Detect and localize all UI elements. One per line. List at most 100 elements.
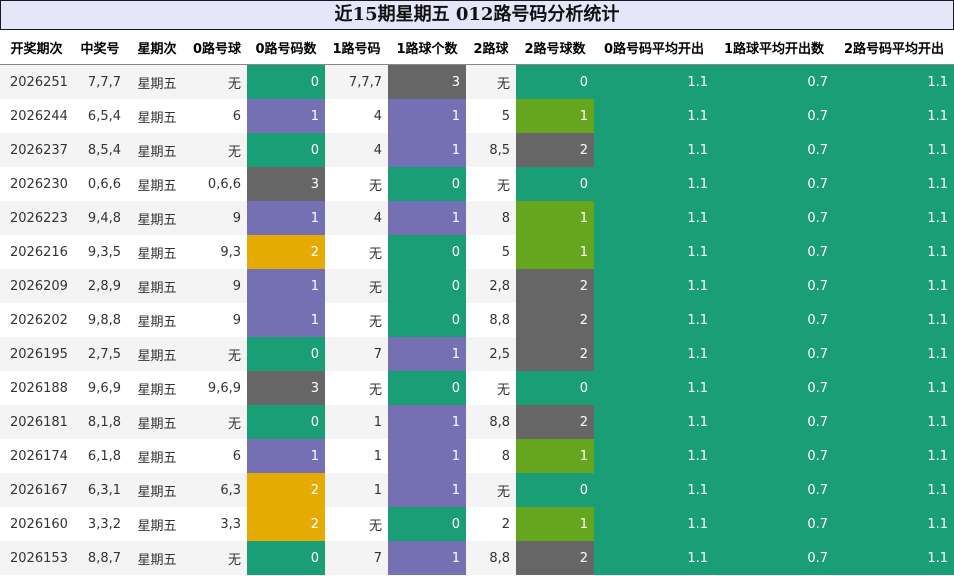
route0-count-cell: 0 [247,541,325,575]
route0-avg-cell: 1.1 [594,473,714,507]
route1-avg-cell: 0.7 [714,303,834,337]
route1-avg-cell: 0.7 [714,473,834,507]
table-row: 2026153 8,8,7 星期五无 0 7 1 8,8 2 1.1 0.7 1.1 [0,541,954,575]
weekday-cell: 星期五 [127,99,187,133]
route2-balls-cell: 8,5 [466,133,516,167]
route1-balls-cell: 无 [325,507,388,541]
route1-avg-cell: 0.7 [714,507,834,541]
col-header-winning-number: 中奖号 [73,30,127,65]
route0-balls-cell: 9 [187,303,247,337]
route2-avg-cell: 1.1 [834,405,954,439]
route1-count-cell: 0 [388,303,466,337]
route0-balls-cell: 无 [187,133,247,167]
route2-count-cell: 2 [516,133,594,167]
page-title: 近15期星期五 012路号码分析统计 [0,0,954,30]
table-body: 2026251 7,7,7 星期五无 0 7,7,7 3 无 0 1.1 0.7 1.1 202624… [0,64,954,575]
route2-balls-cell: 5 [466,235,516,269]
winning-number-cell: 3,3,2 [73,507,127,541]
winning-number-cell: 9,8,8 [73,303,127,337]
issue-cell: 2026223 [0,201,73,235]
route0-count-cell: 3 [247,167,325,201]
weekday-cell: 星期五 [127,235,187,269]
winning-number-cell: 6,1,8 [73,439,127,473]
route1-balls-cell: 4 [325,99,388,133]
route1-avg-cell: 0.7 [714,541,834,575]
route0-count-cell: 3 [247,371,325,405]
col-header-route2-avg: 2路号码平均开出 [834,30,954,65]
route2-avg-cell: 1.1 [834,337,954,371]
header-row: 开奖期次 中奖号 星期次 0路号球 0路号码数 1路号码 1路球个数 2路球 2… [0,30,954,65]
route2-count-cell: 2 [516,269,594,303]
route2-balls-cell: 8 [466,201,516,235]
winning-number-cell: 2,7,5 [73,337,127,371]
route0-avg-cell: 1.1 [594,507,714,541]
route2-balls-cell: 8 [466,439,516,473]
col-header-route1-count: 1路球个数 [388,30,466,65]
route0-balls-cell: 无 [187,405,247,439]
route1-avg-cell: 0.7 [714,371,834,405]
route1-count-cell: 0 [388,371,466,405]
route1-balls-cell: 无 [325,303,388,337]
issue-cell: 2026181 [0,405,73,439]
table-row: 2026216 9,3,5 星期五 9,3 2 无 0 5 1 1.1 0.7 1.1 [0,235,954,269]
route2-count-cell: 2 [516,303,594,337]
route0-avg-cell: 1.1 [594,371,714,405]
route1-avg-cell: 0.7 [714,405,834,439]
route1-count-cell: 1 [388,473,466,507]
route1-count-cell: 0 [388,167,466,201]
route0-balls-cell: 9 [187,269,247,303]
route2-balls-cell: 无 [466,64,516,99]
route2-avg-cell: 1.1 [834,269,954,303]
route0-avg-cell: 1.1 [594,133,714,167]
table-row: 2026174 6,1,8 星期五 6 1 1 1 8 1 1.1 0.7 1.1 [0,439,954,473]
issue-cell: 2026216 [0,235,73,269]
route2-avg-cell: 1.1 [834,201,954,235]
col-header-route0-balls: 0路号球 [187,30,247,65]
route0-avg-cell: 1.1 [594,541,714,575]
table-row: 2026223 9,4,8 星期五 9 1 4 1 8 1 1.1 0.7 1.1 [0,201,954,235]
route1-count-cell: 1 [388,405,466,439]
route2-avg-cell: 1.1 [834,371,954,405]
issue-cell: 2026251 [0,64,73,99]
route2-count-cell: 0 [516,473,594,507]
weekday-cell: 星期五 [127,167,187,201]
table-row: 2026237 8,5,4 星期五无 0 4 1 8,5 2 1.1 0.7 1.1 [0,133,954,167]
issue-cell: 2026202 [0,303,73,337]
route1-balls-cell: 4 [325,201,388,235]
table-row: 2026209 2,8,9 星期五 9 1 无 0 2,8 2 1.1 0.7 1.1 [0,269,954,303]
route1-balls-cell: 4 [325,133,388,167]
route2-avg-cell: 1.1 [834,541,954,575]
winning-number-cell: 9,6,9 [73,371,127,405]
route0-balls-cell: 无 [187,64,247,99]
col-header-route0-avg: 0路号码平均开出 [594,30,714,65]
issue-cell: 2026160 [0,507,73,541]
route1-count-cell: 1 [388,337,466,371]
route1-balls-cell: 无 [325,269,388,303]
route2-count-cell: 1 [516,235,594,269]
route0-avg-cell: 1.1 [594,201,714,235]
route1-avg-cell: 0.7 [714,201,834,235]
route0-balls-cell: 无 [187,541,247,575]
route1-count-cell: 0 [388,507,466,541]
weekday-cell: 星期五 [127,541,187,575]
col-header-route1-balls: 1路号码 [325,30,388,65]
winning-number-cell: 8,5,4 [73,133,127,167]
route1-balls-cell: 7 [325,541,388,575]
winning-number-cell: 2,8,9 [73,269,127,303]
route2-count-cell: 0 [516,371,594,405]
route1-count-cell: 1 [388,201,466,235]
issue-cell: 2026209 [0,269,73,303]
winning-number-cell: 9,4,8 [73,201,127,235]
col-header-route2-balls: 2路球 [466,30,516,65]
route1-avg-cell: 0.7 [714,167,834,201]
route1-count-cell: 1 [388,439,466,473]
route2-count-cell: 1 [516,99,594,133]
route0-balls-cell: 6 [187,439,247,473]
route0-count-cell: 2 [247,235,325,269]
table-row: 2026160 3,3,2 星期五 3,3 2 无 0 2 1 1.1 0.7 1.1 [0,507,954,541]
route0-balls-cell: 6,3 [187,473,247,507]
route0-count-cell: 1 [247,269,325,303]
route1-count-cell: 0 [388,269,466,303]
issue-cell: 2026244 [0,99,73,133]
route0-count-cell: 0 [247,337,325,371]
